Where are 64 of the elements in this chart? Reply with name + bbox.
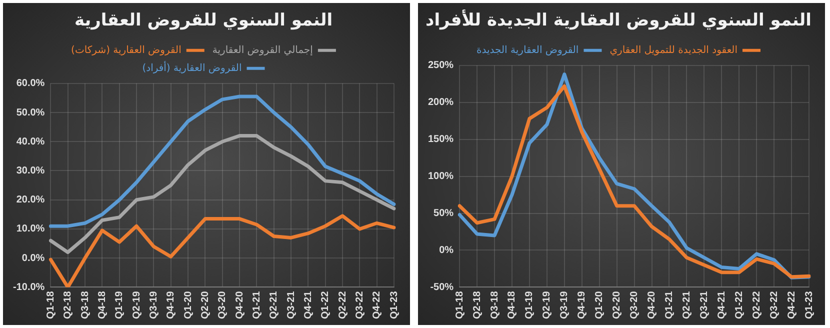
x-tick-label: Q3-20: [217, 290, 228, 320]
x-tick-label: Q1-20: [594, 290, 606, 320]
x-tick-label: Q1-23: [388, 290, 400, 320]
x-tick-label: Q3-18: [80, 290, 91, 320]
x-tick-label: Q1-18: [454, 290, 466, 320]
x-tick-label: Q1-18: [45, 290, 56, 320]
x-tick-label: Q2-20: [612, 290, 623, 320]
legend-label: العقود الجديدة للتمويل العقاري: [610, 44, 738, 56]
x-tick-label: Q1-21: [664, 290, 675, 320]
legend-label: إجمالي القروض العقارية: [212, 44, 314, 56]
x-tick-label: Q4-22: [786, 290, 798, 320]
x-tick-label: Q1-19: [114, 290, 126, 320]
x-tick-label: Q3-18: [489, 290, 500, 320]
x-tick-label: Q2-18: [62, 290, 74, 320]
x-tick-label: Q1-22: [320, 290, 332, 320]
y-tick-label: 20.0%: [16, 194, 45, 206]
x-tick-label: Q4-18: [506, 290, 518, 320]
x-tick-label: Q2-21: [681, 290, 692, 320]
y-tick-label: 30.0%: [16, 165, 45, 176]
x-tick-label: Q3-21: [286, 290, 297, 320]
x-tick-label: Q4-20: [234, 290, 246, 320]
x-tick-label: Q3-21: [698, 290, 710, 320]
x-tick-label: Q1-23: [804, 290, 815, 320]
y-tick-label: 40.0%: [16, 136, 45, 148]
x-tick-label: Q1-20: [182, 290, 194, 320]
x-tick-label: Q3-22: [354, 290, 366, 320]
x-tick-label: Q2-21: [268, 290, 280, 320]
x-tick-label: Q4-21: [302, 290, 314, 320]
y-tick-label: 250%: [428, 60, 454, 72]
x-tick-label: Q3-19: [148, 290, 160, 320]
y-tick-label: 150%: [428, 134, 454, 146]
y-tick-label: 10.0%: [16, 224, 45, 235]
y-tick-label: 60.0%: [16, 78, 45, 90]
x-tick-label: Q4-18: [96, 290, 108, 320]
legend-label: القروض العقارية الجديدة: [476, 44, 579, 56]
x-tick-label: Q3-20: [629, 290, 640, 320]
legend-label: القروض العقارية (شركات): [71, 44, 182, 56]
x-tick-label: Q1-21: [251, 290, 262, 320]
y-tick-label: 50%: [434, 208, 454, 220]
chart-title: النمو السنوي للقروض العقارية الجديدة للأفراد: [425, 8, 812, 31]
x-tick-label: Q2-19: [542, 290, 553, 320]
x-tick-label: Q4-19: [576, 290, 588, 320]
y-tick-label: 200%: [428, 97, 454, 108]
x-tick-label: Q2-18: [472, 290, 483, 320]
y-tick-label: 0.0%: [22, 252, 45, 264]
y-tick-label: 50.0%: [16, 107, 45, 118]
x-tick-label: Q1-22: [734, 290, 745, 320]
x-tick-label: Q3-19: [559, 290, 570, 320]
x-tick-label: Q4-22: [372, 290, 383, 320]
chart-title: النمو السنوي للقروض العقارية: [74, 10, 333, 31]
y-tick-label: 100%: [428, 171, 454, 182]
x-tick-label: Q4-20: [646, 290, 658, 320]
x-tick-label: Q2-20: [200, 290, 211, 320]
y-tick-label: -50%: [430, 282, 454, 293]
x-tick-label: Q2-22: [337, 290, 348, 320]
x-tick-label: Q1-19: [524, 290, 536, 320]
x-tick-label: Q2-19: [131, 290, 142, 320]
x-tick-label: Q3-22: [768, 290, 780, 320]
legend-label: القروض العقارية (أفراد): [142, 60, 242, 74]
y-tick-label: 0%: [439, 244, 454, 256]
y-tick-label: -10.0%: [12, 282, 45, 293]
x-tick-label: Q4-19: [166, 290, 177, 320]
x-tick-label: Q2-22: [751, 290, 762, 320]
x-tick-label: Q4-21: [716, 290, 728, 320]
